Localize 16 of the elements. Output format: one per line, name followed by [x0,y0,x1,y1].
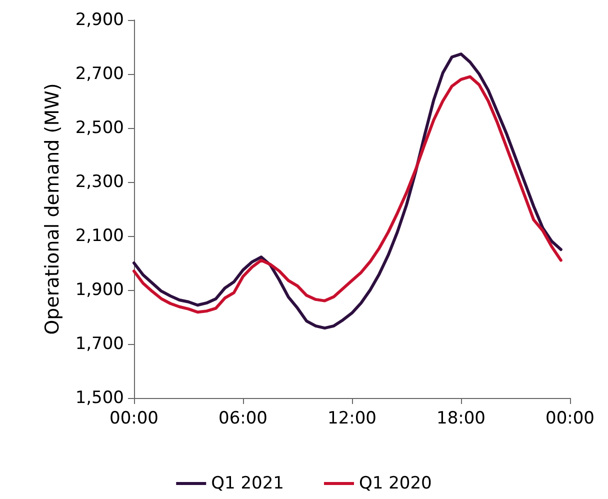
y-tick-label: 2,700 [75,64,124,84]
x-tick-label: 12:00 [328,408,376,428]
x-tick-label: 00:00 [110,408,158,428]
y-tick-label: 2,100 [75,226,124,246]
y-tick-label: 2,300 [75,172,124,192]
x-tick-label: 00:00 [546,408,594,428]
y-axis-title: Operational demand (MW) [42,83,64,335]
y-tick-label: 1,900 [75,280,124,300]
y-tick-label: 1,500 [75,388,124,408]
y-tick-label: 2,900 [75,10,124,30]
legend-label: Q1 2020 [359,474,432,494]
y-tick-label: 1,700 [75,334,124,354]
x-tick-label: 18:00 [436,408,486,428]
y-tick-label: 2,500 [75,118,124,138]
x-tick-label: 06:00 [218,408,268,428]
legend-label: Q1 2021 [211,474,284,494]
